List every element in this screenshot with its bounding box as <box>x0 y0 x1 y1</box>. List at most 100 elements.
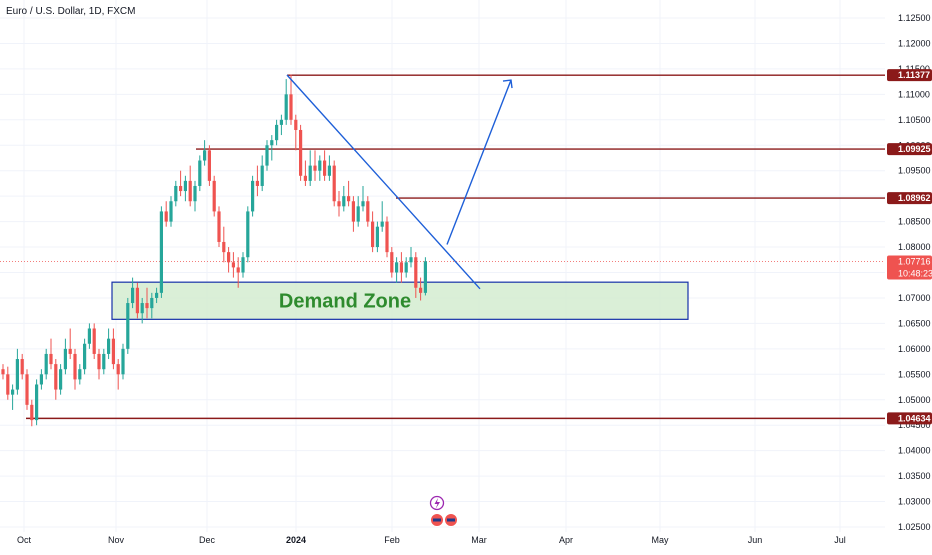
level-price-tag <box>887 143 932 156</box>
candle-body <box>275 124 279 141</box>
trendline-group <box>286 74 513 290</box>
y-tick-label: 1.03000 <box>898 497 931 507</box>
candle-body <box>303 175 307 181</box>
x-tick-label: Dec <box>199 535 216 545</box>
y-tick-label: 1.10500 <box>898 115 931 125</box>
candle-body <box>222 241 226 253</box>
candle-body <box>299 129 303 176</box>
candle-body <box>39 374 43 385</box>
candle-body <box>371 221 375 248</box>
candle-body <box>169 201 173 222</box>
candle-body <box>419 287 423 293</box>
candle-body <box>409 257 413 263</box>
demand-zone: Demand Zone <box>111 281 689 320</box>
candle-body <box>44 353 48 375</box>
y-tick-label: 1.08000 <box>898 242 931 252</box>
candle-body <box>241 257 245 273</box>
arrow-head-icon <box>502 79 513 89</box>
candle-body <box>246 211 250 258</box>
candle-body <box>203 150 207 161</box>
candle-body <box>289 94 293 120</box>
candle-body <box>212 180 216 212</box>
y-tick-label: 1.06500 <box>898 318 931 328</box>
candle-body <box>145 303 149 309</box>
level-price-label: 1.04634 <box>898 413 931 423</box>
candle-body <box>351 201 355 222</box>
candle-body <box>188 180 192 202</box>
x-tick-label: Jun <box>748 535 763 545</box>
candle-body <box>49 353 53 365</box>
y-tick-label: 1.11500 <box>898 64 930 74</box>
candle-body <box>121 348 125 375</box>
candle-body <box>78 369 82 380</box>
candle-body <box>337 201 341 207</box>
candle-body <box>131 287 135 304</box>
candle-body <box>404 262 408 273</box>
y-tick-label: 1.11000 <box>898 89 930 99</box>
candle-body <box>313 165 317 171</box>
candle-body <box>87 328 91 344</box>
candle-body <box>116 364 120 375</box>
candle-body <box>342 196 346 207</box>
candle-body <box>279 119 283 125</box>
candle-body <box>174 185 178 202</box>
candle-body <box>207 150 211 181</box>
candle-body <box>270 140 274 146</box>
candle-body <box>30 404 34 421</box>
candle-body <box>25 374 29 405</box>
candle-body <box>251 180 255 212</box>
candle-body <box>15 359 19 390</box>
candle-body <box>111 338 115 365</box>
flag-stripe-icon <box>433 518 441 522</box>
flag-stripe-icon <box>447 518 455 522</box>
candle-body <box>68 348 72 354</box>
candle-body <box>294 119 298 130</box>
candle-body <box>1 369 5 375</box>
candle-body <box>35 384 39 421</box>
candle-body <box>347 196 351 202</box>
current-price-label: 1.07716 <box>898 257 931 267</box>
x-tick-label: Oct <box>17 535 32 545</box>
y-tick-label: 1.12500 <box>898 13 931 23</box>
candle-body <box>83 343 87 370</box>
time-axis[interactable]: Oct Nov Dec 2024 Feb Mar Apr May Jun Jul <box>17 535 846 545</box>
candle-body <box>323 160 327 176</box>
candle-body <box>375 226 379 248</box>
candle-body <box>183 180 187 192</box>
x-tick-label: Apr <box>559 535 573 545</box>
y-tick-label: 1.12000 <box>898 38 931 48</box>
y-tick-label: 1.04000 <box>898 446 931 456</box>
countdown-label: 10:48:23 <box>898 269 932 279</box>
symbol-title: Euro / U.S. Dollar, 1D, FXCM <box>6 6 136 17</box>
candle-body <box>179 185 183 192</box>
y-tick-label: 1.02500 <box>898 522 931 532</box>
candle-body <box>193 185 197 202</box>
candle-body <box>284 94 288 120</box>
candle-body <box>159 211 163 293</box>
level-price-tag <box>887 69 932 82</box>
candle-body <box>255 180 259 186</box>
candle-body <box>135 287 139 314</box>
y-tick-label: 1.05000 <box>898 395 931 405</box>
candle-body <box>380 221 384 227</box>
y-tick-label: 1.03500 <box>898 471 931 481</box>
candle-body <box>231 262 235 268</box>
candle-body <box>54 364 58 390</box>
events-markers <box>429 495 458 527</box>
candle-body <box>308 165 312 181</box>
candle-body <box>356 206 360 222</box>
candle-body <box>140 303 144 314</box>
price-axis[interactable]: 1.125001.120001.115001.110001.105001.100… <box>887 13 932 532</box>
candle-body <box>20 359 24 375</box>
candle-body <box>390 252 394 273</box>
trendline <box>286 74 481 290</box>
candle-body <box>385 221 389 253</box>
y-tick-label: 1.06000 <box>898 344 931 354</box>
y-tick-label: 1.09500 <box>898 166 931 176</box>
demand-zone-rect <box>111 281 689 320</box>
candle-body <box>414 257 418 288</box>
y-tick-label: 1.07000 <box>898 293 931 303</box>
candle-body <box>332 165 336 202</box>
